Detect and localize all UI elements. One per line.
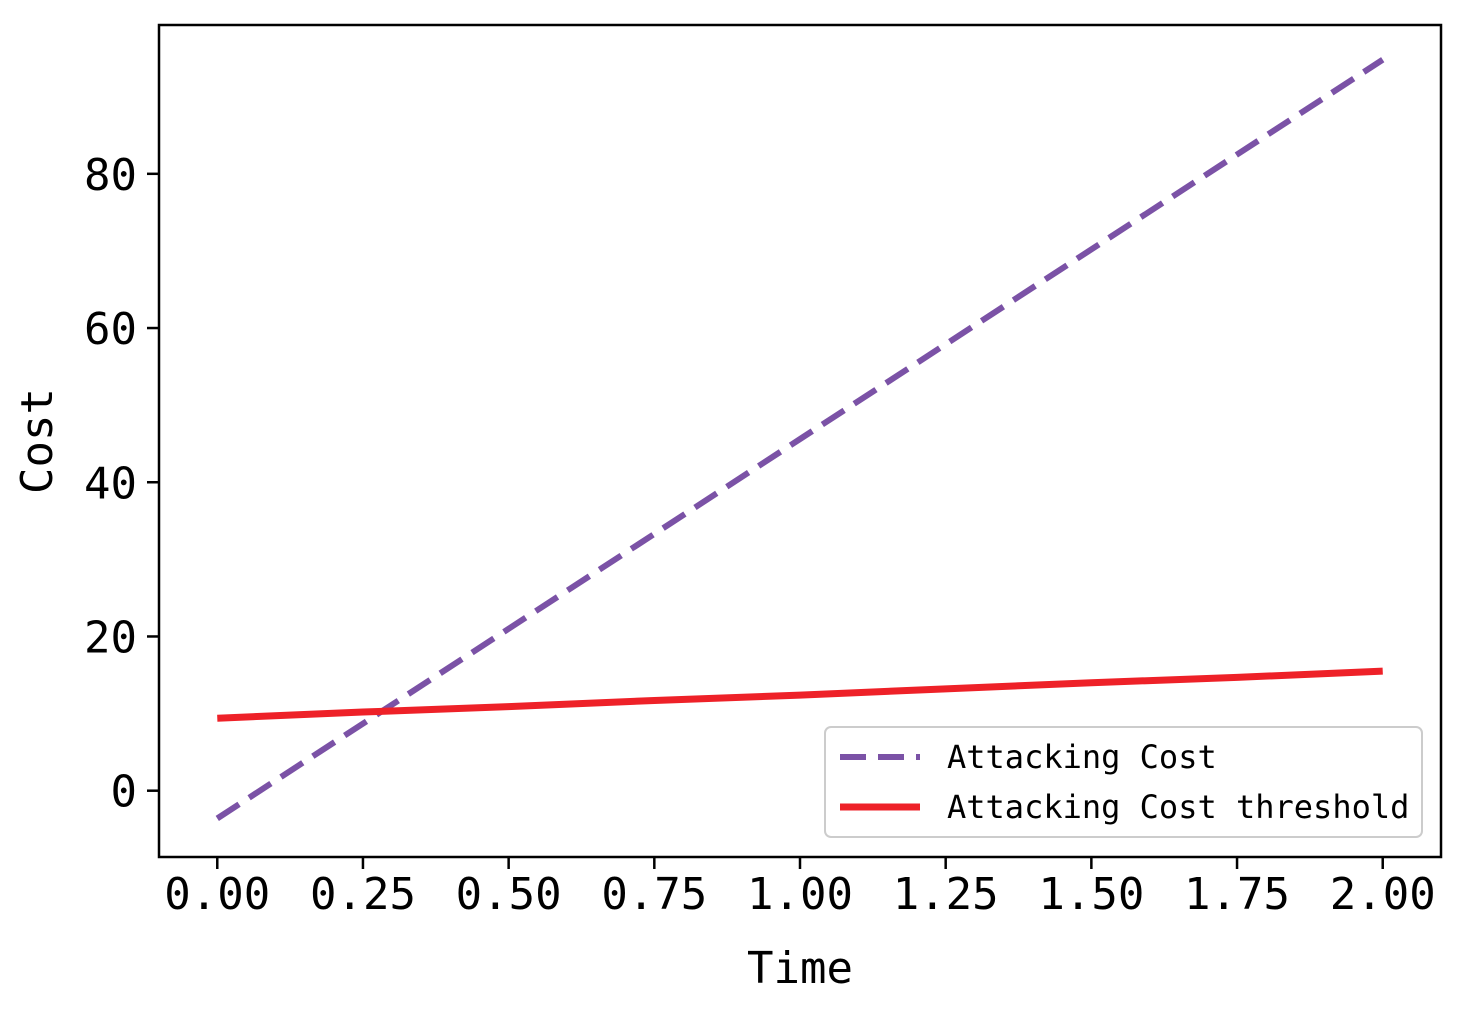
x-tick-label: 2.00 [1330,869,1436,920]
x-tick-label: 0.75 [601,869,707,920]
x-tick-label: 1.25 [893,869,999,920]
legend-box [824,726,1423,838]
x-tick-label: 1.75 [1184,869,1290,920]
legend: Attacking Cost Attacking Cost threshold [824,726,1423,838]
x-axis-label: Time [747,943,853,994]
legend-label-2: Attacking Cost threshold [947,788,1409,826]
x-axis: 0.00 0.25 0.50 0.75 1.00 1.25 1.50 1.75 2.00 [164,857,1436,920]
y-tick-label: 60 [84,304,137,355]
x-tick-label: 1.50 [1038,869,1144,920]
y-axis-label: Cost [12,388,63,494]
series-line-2 [217,667,1383,722]
y-tick-label: 0 [111,767,138,818]
y-tick-label: 40 [84,458,137,509]
x-tick-label: 0.00 [164,869,270,920]
y-tick-label: 20 [84,612,137,663]
legend-label-1: Attacking Cost [947,738,1217,776]
y-tick-label: 80 [84,150,137,201]
series-layer [215,57,1385,821]
x-tick-label: 0.50 [456,869,562,920]
series-line-1 [215,57,1385,821]
x-tick-label: 1.00 [747,869,853,920]
x-tick-label: 0.25 [310,869,416,920]
y-axis: 0 20 40 60 80 [84,150,159,818]
